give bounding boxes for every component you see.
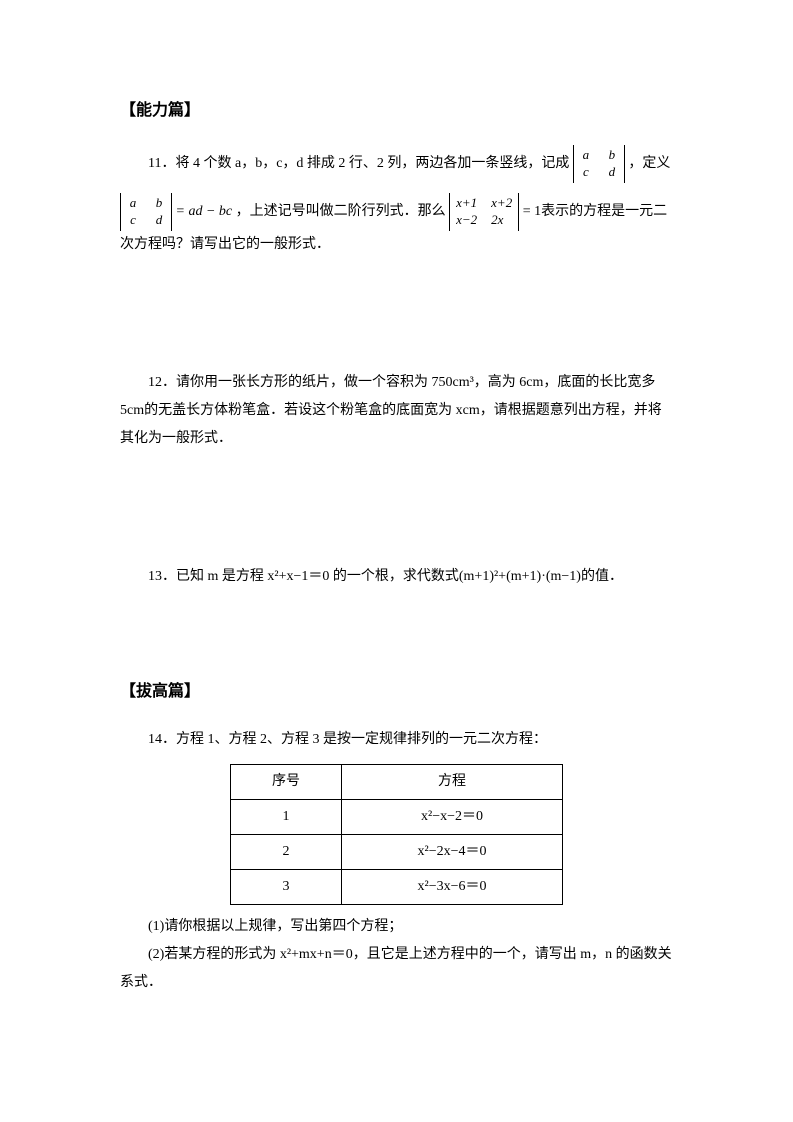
spacer — [120, 601, 673, 676]
q14-intro: 14．方程 1、方程 2、方程 3 是按一定规律排列的一元二次方程： — [148, 732, 547, 747]
q11-det3: x+1x+2 x−22x — [449, 193, 519, 231]
table-header-row: 序号 方程 — [231, 764, 563, 799]
q11-text-1: 11．将 4 个数 a，b，c，d 排成 2 行、2 列，两边各加一条竖线，记成 — [148, 156, 569, 171]
table-row: 3 x²−3x−6＝0 — [231, 869, 563, 904]
section-ability-title: 【能力篇】 — [120, 95, 673, 127]
spacer — [120, 463, 673, 563]
table-row: 2 x²−2x−4＝0 — [231, 834, 563, 869]
problem-13: 13．已知 m 是方程 x²+x−1＝0 的一个根，求代数式(m+1)²+(m+… — [120, 563, 673, 591]
th-equation: 方程 — [342, 764, 563, 799]
q11-det2: ab cd — [120, 193, 172, 231]
problem-12: 12．请你用一张长方形的纸片，做一个容积为 750cm³，高为 6cm，底面的长… — [120, 369, 673, 453]
q14-table: 序号 方程 1 x²−x−2＝0 2 x²−2x−4＝0 3 x²−3x−6＝0 — [230, 764, 563, 905]
problem-14-intro: 14．方程 1、方程 2、方程 3 是按一定规律排列的一元二次方程： — [120, 726, 673, 754]
document-page: 【能力篇】 11．将 4 个数 a，b，c，d 排成 2 行、2 列，两边各加一… — [0, 0, 793, 1057]
q14-sub1: (1)请你根据以上规律，写出第四个方程； — [120, 913, 673, 941]
q11-text-2: ，定义 — [628, 156, 670, 171]
q11-text-3: ，上述记号叫做二阶行列式．那么 — [236, 204, 446, 219]
q13-text: 13．已知 m 是方程 x²+x−1＝0 的一个根，求代数式(m+1)²+(m+… — [148, 569, 623, 584]
q12-text: 12．请你用一张长方形的纸片，做一个容积为 750cm³，高为 6cm，底面的长… — [120, 375, 662, 446]
problem-11: 11．将 4 个数 a，b，c，d 排成 2 行、2 列，两边各加一条竖线，记成… — [120, 145, 673, 183]
q14-sub2: (2)若某方程的形式为 x²+mx+n＝0，且它是上述方程中的一个，请写出 m，… — [120, 941, 673, 997]
spacer — [120, 269, 673, 369]
table-row: 1 x²−x−2＝0 — [231, 799, 563, 834]
problem-11-cont: ab cd = ad − bc ，上述记号叫做二阶行列式．那么 x+1x+2 x… — [120, 193, 673, 259]
q11-det1: ab cd — [573, 145, 625, 183]
section-advanced-title: 【拔高篇】 — [120, 676, 673, 708]
q11-eqdef: = ad − bc — [176, 204, 233, 219]
th-index: 序号 — [231, 764, 342, 799]
